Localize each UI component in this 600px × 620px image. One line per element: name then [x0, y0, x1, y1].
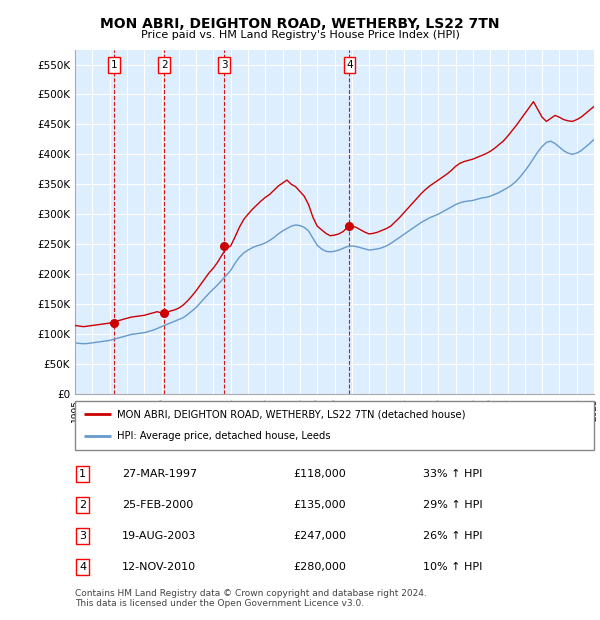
Text: 4: 4	[346, 60, 353, 70]
Text: 26% ↑ HPI: 26% ↑ HPI	[423, 531, 482, 541]
Text: MON ABRI, DEIGHTON ROAD, WETHERBY, LS22 7TN (detached house): MON ABRI, DEIGHTON ROAD, WETHERBY, LS22 …	[116, 409, 465, 419]
Text: 19-AUG-2003: 19-AUG-2003	[122, 531, 196, 541]
Text: Price paid vs. HM Land Registry's House Price Index (HPI): Price paid vs. HM Land Registry's House …	[140, 30, 460, 40]
Text: 25-FEB-2000: 25-FEB-2000	[122, 500, 193, 510]
Text: 2: 2	[79, 500, 86, 510]
Text: 2: 2	[161, 60, 167, 70]
Text: £118,000: £118,000	[293, 469, 346, 479]
Text: 4: 4	[79, 562, 86, 572]
Text: £135,000: £135,000	[293, 500, 346, 510]
Text: 29% ↑ HPI: 29% ↑ HPI	[423, 500, 482, 510]
Text: 1: 1	[79, 469, 86, 479]
Text: 1: 1	[110, 60, 117, 70]
Text: £247,000: £247,000	[293, 531, 346, 541]
Text: 3: 3	[79, 531, 86, 541]
Text: 27-MAR-1997: 27-MAR-1997	[122, 469, 197, 479]
Text: MON ABRI, DEIGHTON ROAD, WETHERBY, LS22 7TN: MON ABRI, DEIGHTON ROAD, WETHERBY, LS22 …	[100, 17, 500, 30]
Text: 10% ↑ HPI: 10% ↑ HPI	[423, 562, 482, 572]
Text: 12-NOV-2010: 12-NOV-2010	[122, 562, 196, 572]
Text: HPI: Average price, detached house, Leeds: HPI: Average price, detached house, Leed…	[116, 432, 330, 441]
Text: 33% ↑ HPI: 33% ↑ HPI	[423, 469, 482, 479]
Text: £280,000: £280,000	[293, 562, 346, 572]
Text: Contains HM Land Registry data © Crown copyright and database right 2024.
This d: Contains HM Land Registry data © Crown c…	[75, 588, 427, 608]
Text: 3: 3	[221, 60, 227, 70]
